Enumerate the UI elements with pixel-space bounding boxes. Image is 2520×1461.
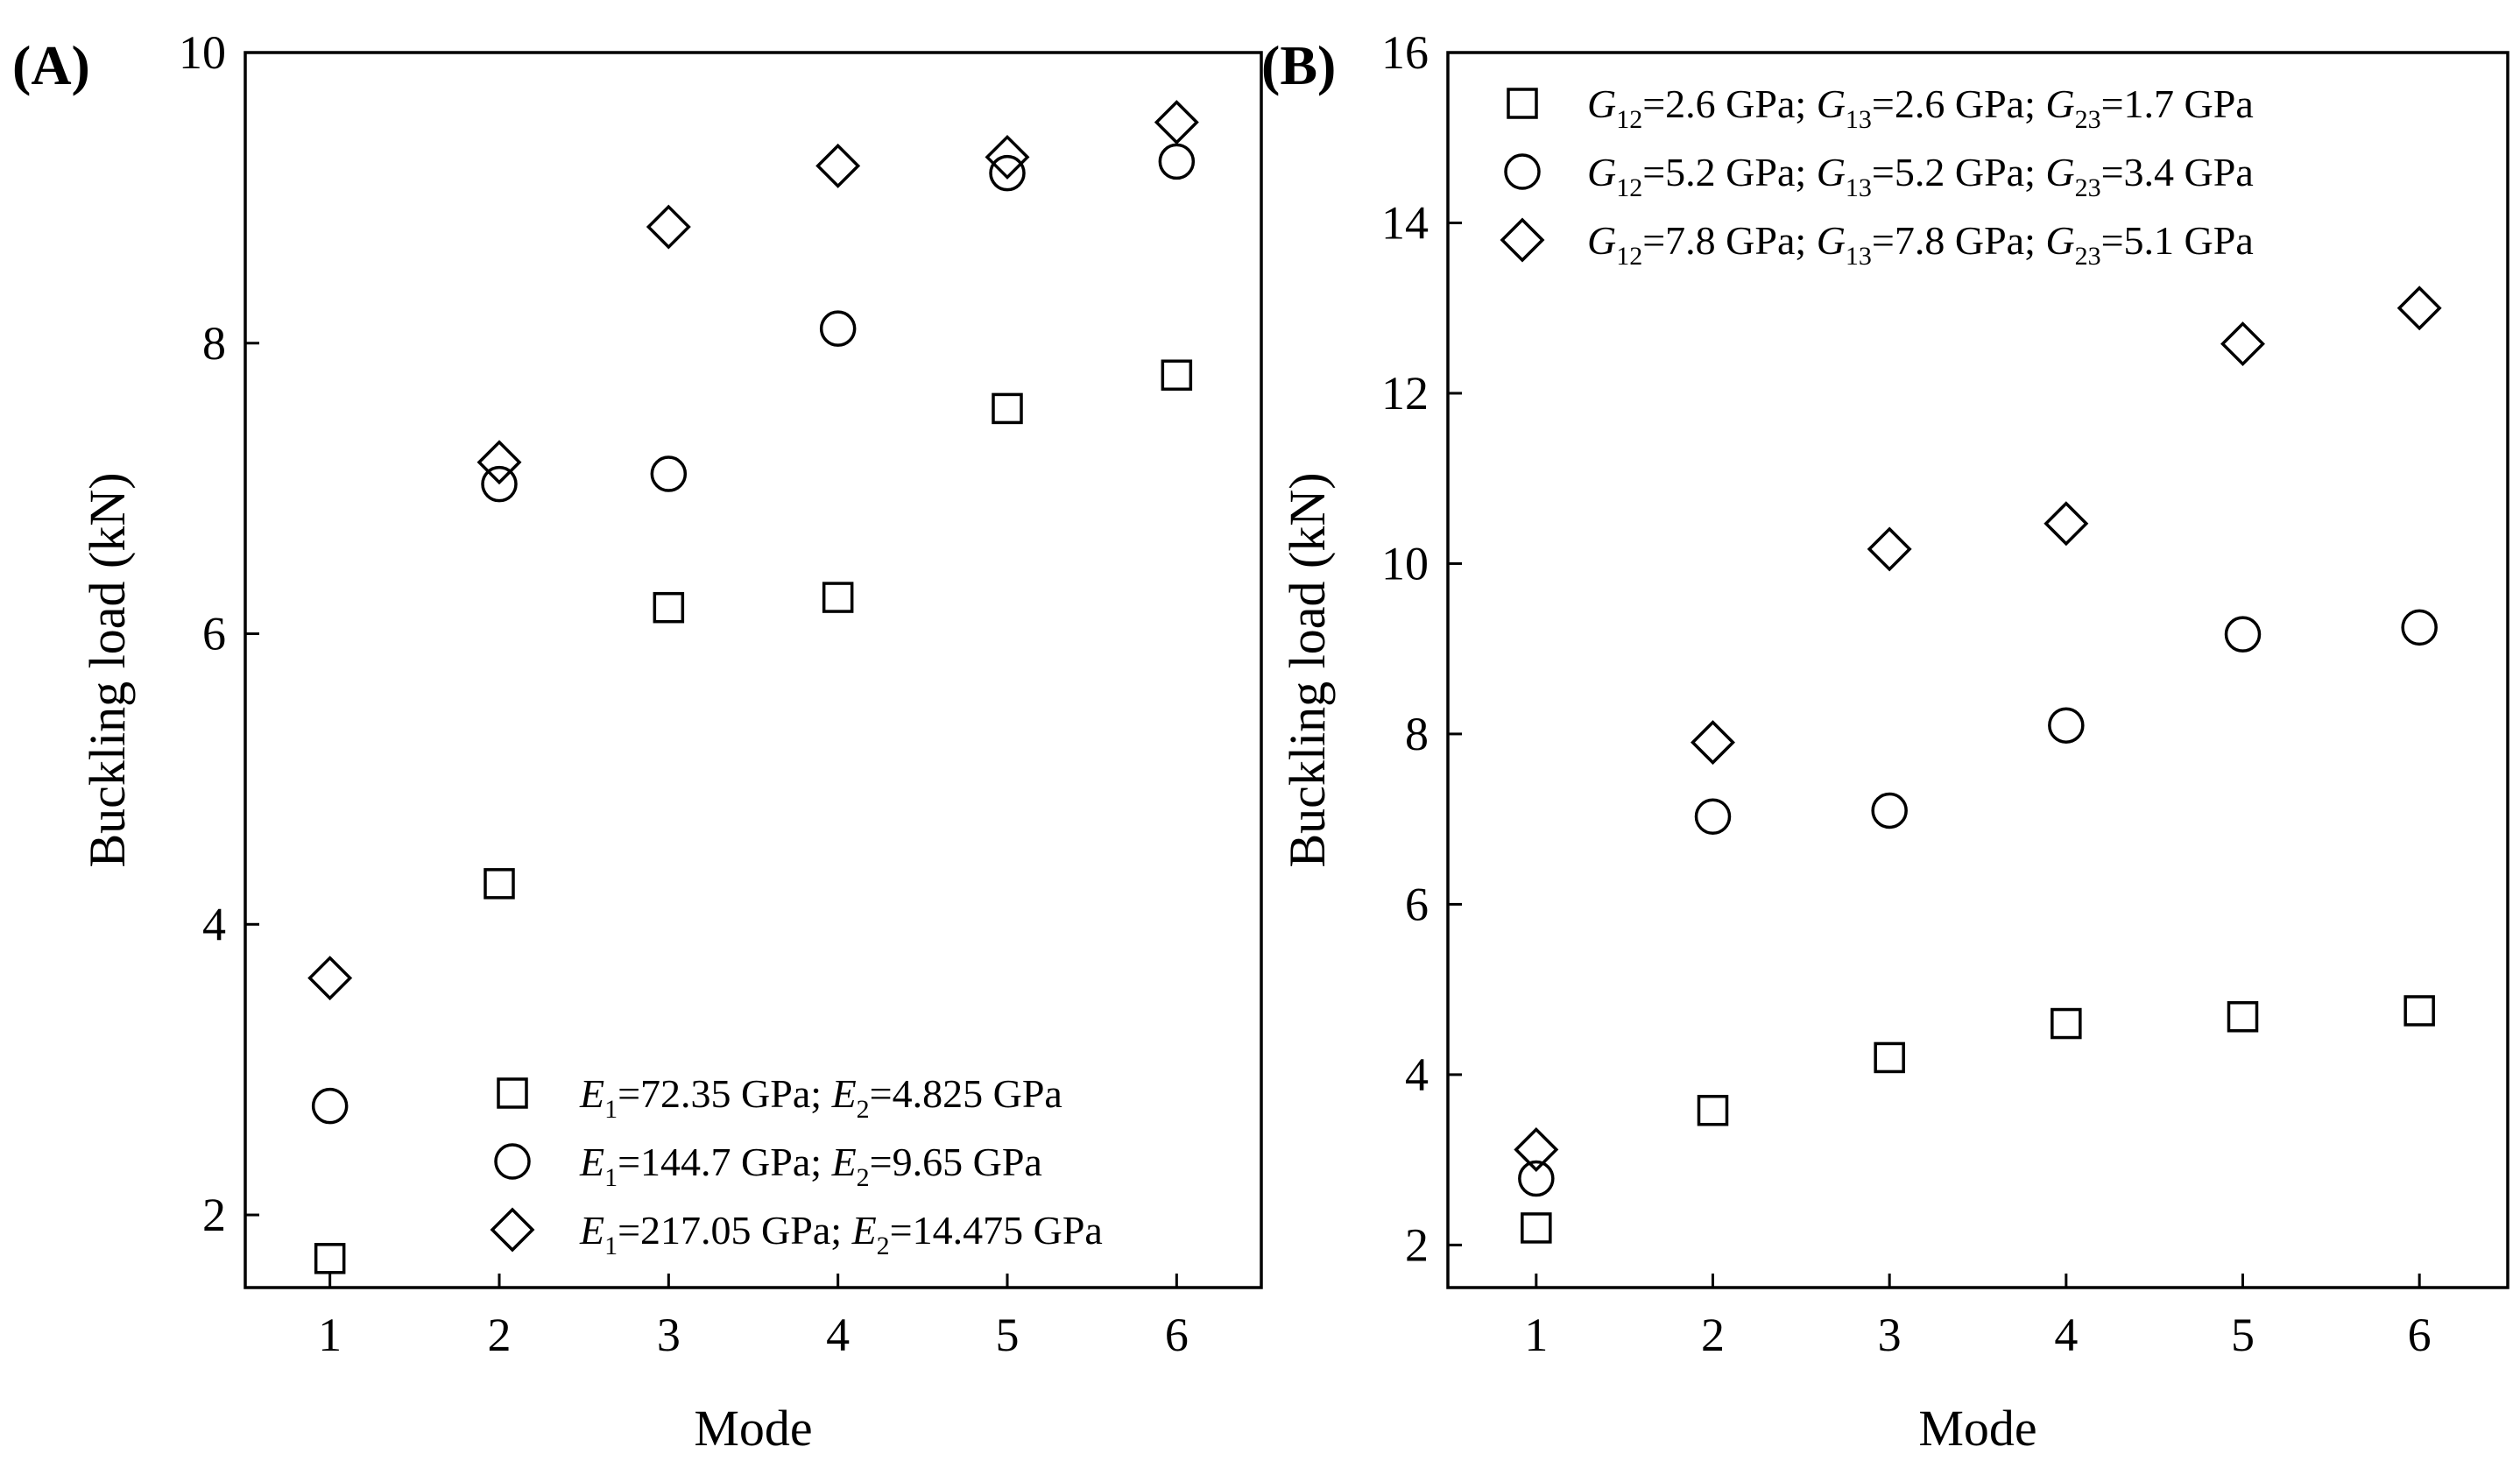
- panel-a-x-tick-label: 4: [826, 1309, 850, 1361]
- panel-b-y-tick-label: 6: [1405, 878, 1429, 930]
- panel-b-legend: G12=2.6 GPa; G13=2.6 GPa; G23=1.7 GPa G12…: [1500, 81, 2254, 271]
- panel-b-series-3-point-6: [2396, 286, 2442, 331]
- panel-b-legend-marker-1: [1507, 88, 1538, 119]
- panel-b-x-tick-label: 6: [2408, 1309, 2432, 1361]
- panel-a-y-tick-label: 4: [202, 898, 226, 950]
- panel-b-x-tick-label: 4: [2054, 1309, 2078, 1361]
- panel-b-series-2-point-2: [1694, 798, 1732, 836]
- panel-a-series-1-point-2: [484, 868, 515, 900]
- panel-b-legend-label-1: G12=2.6 GPa; G13=2.6 GPa; G23=1.7 GPa: [1587, 81, 2254, 134]
- panel-a-x-tick-label: 6: [1165, 1309, 1189, 1361]
- panel-b-y-tick-label: 16: [1381, 26, 1429, 79]
- panel-b-y-tick-label: 2: [1405, 1218, 1429, 1271]
- panel-a-legend-marker-1: [497, 1077, 528, 1109]
- panel-a-legend-label-2: E1=144.7 GPa; E2=9.65 GPa: [579, 1140, 1042, 1192]
- panel-b-x-axis-label: Mode: [1918, 1400, 2036, 1457]
- panel-a-series-1-point-3: [653, 591, 685, 624]
- panel-a-label: (A): [12, 34, 90, 96]
- panel-a-legend-marker-2: [494, 1143, 531, 1180]
- panel-a-x-tick-label: 5: [996, 1309, 1020, 1361]
- panel-b-y-axis-label: Buckling load (kN): [1279, 472, 1336, 867]
- panel-a-series-2-point-3: [650, 455, 688, 492]
- panel-b-y-tick-label: 12: [1381, 367, 1429, 420]
- panel-a-series-3-point-3: [646, 204, 691, 250]
- panel-a-series-1-point-4: [822, 582, 854, 613]
- panel-b-legend-marker-2: [1504, 153, 1541, 190]
- panel-a-y-axis-label: Buckling load (kN): [79, 472, 136, 867]
- panel-a-series-3-point-4: [815, 143, 861, 188]
- panel-a-series-1-point-6: [1161, 359, 1193, 392]
- panel-a-series-1-point-1: [314, 1243, 346, 1274]
- panel-b-series-1-point-6: [2404, 995, 2435, 1027]
- panel-b-y-tick-label: 10: [1381, 537, 1429, 589]
- panel-b-series-2-point-5: [2224, 616, 2262, 653]
- panel-a-series-3-point-1: [307, 956, 353, 1001]
- panel-b-x-tick-label: 1: [1524, 1309, 1548, 1361]
- panel-a-series-2-point-1: [311, 1087, 349, 1125]
- panel-b-series-1-point-2: [1697, 1094, 1729, 1126]
- panel-b-series-3-point-3: [1867, 526, 1912, 572]
- panel-b-series-2-point-3: [1871, 792, 1908, 829]
- panel-a-legend-marker-3: [490, 1207, 535, 1253]
- panel-a-series-3-point-5: [985, 134, 1030, 180]
- panel-b-series-2-point-6: [2401, 609, 2438, 646]
- panel-b-series-1-point-5: [2227, 1001, 2259, 1033]
- panel-b-x-tick-label: 3: [1878, 1309, 1902, 1361]
- panel-a-x-tick-label: 1: [318, 1309, 342, 1361]
- panel-a-y-tick-label: 6: [202, 608, 226, 660]
- panel-b-series-3-point-1: [1514, 1126, 1559, 1172]
- panel-a-legend-label-3: E1=217.05 GPa; E2=14.475 GPa: [579, 1208, 1103, 1260]
- panel-a-series-2-point-5: [989, 154, 1026, 192]
- panel-a-series-2-point-2: [481, 465, 518, 503]
- panel-a-y-tick-label: 8: [202, 317, 226, 370]
- panel-b-x-tick-label: 5: [2231, 1309, 2255, 1361]
- panel-b-legend-label-2: G12=5.2 GPa; G13=5.2 GPa; G23=3.4 GPa: [1587, 150, 2254, 202]
- panel-a-y-tick-label: 2: [202, 1189, 226, 1241]
- panel-a-y-tick-label: 10: [179, 26, 226, 79]
- panel-a-x-tick-label: 2: [488, 1309, 512, 1361]
- panel-a-chart: (A) 1 2 3 4 5 6 2 4 6 8 10 Mode Buckling load (kN) E1=…: [12, 26, 1263, 1457]
- panel-a-x-tick-label: 3: [657, 1309, 681, 1361]
- panel-b-y-tick-label: 4: [1405, 1048, 1429, 1101]
- panel-b-legend-label-3: G12=7.8 GPa; G13=7.8 GPa; G23=5.1 GPa: [1587, 218, 2254, 271]
- panel-b-series-2-point-4: [2048, 707, 2085, 744]
- panel-b-series-1-point-4: [2051, 1007, 2082, 1040]
- panel-a-plot-frame: [244, 51, 1263, 1289]
- panel-a-series-2-point-6: [1158, 143, 1196, 180]
- panel-b-series-3-point-5: [2220, 321, 2265, 367]
- panel-a-series-2-point-4: [819, 310, 857, 347]
- panel-b-series-3-point-2: [1691, 720, 1735, 766]
- panel-b-y-tick-label: 14: [1381, 196, 1429, 249]
- panel-a-x-axis-label: Mode: [694, 1400, 812, 1457]
- panel-b-legend-marker-3: [1500, 217, 1545, 263]
- panel-a-series-3-point-6: [1154, 100, 1199, 145]
- panel-a-series-1-point-5: [992, 392, 1023, 425]
- panel-b-label: (B): [1261, 34, 1336, 96]
- panel-a-series-3-point-2: [476, 440, 522, 485]
- panel-b-series-1-point-3: [1874, 1041, 1905, 1074]
- panel-b-series-2-point-1: [1518, 1160, 1555, 1197]
- panel-a-legend-label-1: E1=72.35 GPa; E2=4.825 GPa: [579, 1071, 1062, 1124]
- panel-b-y-tick-label: 8: [1405, 708, 1429, 760]
- panel-b-x-tick-label: 2: [1701, 1309, 1725, 1361]
- panel-a-legend: E1=72.35 GPa; E2=4.825 GPa E1=144.7 GPa; …: [490, 1071, 1103, 1260]
- panel-b-series-3-point-4: [2044, 501, 2089, 547]
- panel-b-series-1-point-1: [1521, 1212, 1552, 1244]
- panel-b-plot-frame: [1446, 51, 2509, 1289]
